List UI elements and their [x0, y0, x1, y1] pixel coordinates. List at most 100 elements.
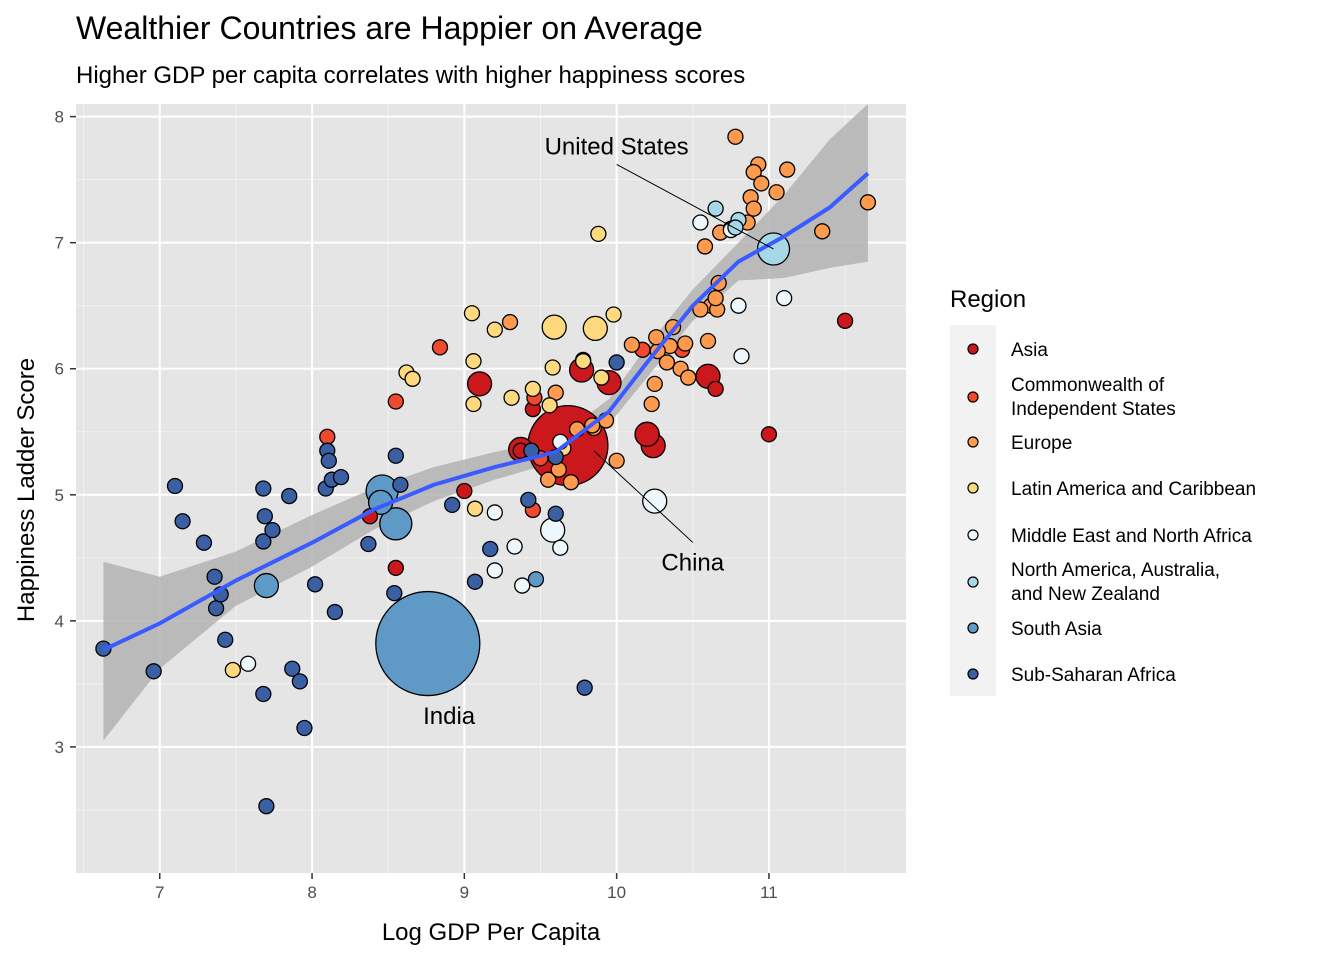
y-tick-label: 6: [55, 360, 64, 379]
axes: 7 8 9 10 11 3 4 5 6 7 8: [55, 108, 778, 902]
data-point: [707, 380, 724, 398]
legend-label: Commonwealth of Independent States: [1011, 375, 1176, 420]
data-point: [859, 194, 877, 211]
data-point: [574, 353, 592, 370]
annotation-leader: [616, 163, 774, 250]
trend-line-path: [102, 171, 870, 652]
data-point: [465, 353, 482, 370]
data-point: [727, 128, 744, 145]
legend-key-background: [950, 325, 996, 696]
legend-label: Asia: [1011, 340, 1048, 361]
y-tick-label: 7: [55, 234, 64, 253]
data-point: [514, 577, 531, 594]
x-tick-label: 9: [460, 883, 469, 902]
data-point: [360, 535, 377, 553]
data-point: [319, 428, 336, 445]
data-point: [544, 359, 561, 376]
data-point: [541, 314, 567, 340]
data-point: [646, 375, 663, 393]
data-point: [291, 673, 309, 690]
data-point: [456, 482, 473, 500]
data-point: [404, 370, 421, 387]
data-point: [520, 491, 537, 508]
data-point: [387, 393, 404, 410]
data-point: [680, 369, 697, 386]
data-point: [658, 354, 676, 371]
data-point: [707, 289, 724, 307]
data-point: [466, 371, 493, 397]
scatter-points: [95, 128, 877, 815]
data-point: [608, 354, 625, 371]
data-point: [814, 223, 831, 240]
data-point: [296, 719, 313, 737]
data-point: [444, 496, 461, 514]
data-point: [593, 369, 610, 386]
data-point: [332, 469, 350, 486]
data-point: [608, 452, 625, 469]
legend: Region Asia Commonwealth of Independent St…: [950, 286, 1256, 696]
x-tick-label: 8: [307, 883, 316, 902]
data-point: [195, 534, 213, 551]
data-point: [486, 562, 503, 579]
data-point: [501, 313, 519, 331]
data-point: [634, 421, 660, 447]
data-point: [745, 163, 762, 181]
data-point: [255, 533, 272, 550]
data-point: [648, 329, 665, 346]
annotation-leader: [593, 450, 694, 543]
legend-key: [967, 668, 979, 680]
legend-label: North America, Australia, and New Zealand: [1011, 560, 1220, 605]
data-point: [699, 332, 717, 350]
data-point: [576, 679, 593, 696]
data-point: [306, 576, 324, 593]
data-point: [431, 339, 449, 356]
data-point: [760, 426, 778, 443]
data-point: [707, 200, 724, 217]
data-point: [320, 452, 337, 469]
data-point: [692, 214, 709, 231]
trend-line: [102, 171, 870, 652]
data-point: [224, 661, 242, 679]
data-point: [623, 336, 641, 353]
data-point: [466, 573, 484, 590]
data-point: [768, 184, 785, 201]
data-point: [590, 225, 607, 242]
data-point: [540, 517, 566, 543]
data-point: [562, 474, 580, 491]
data-point: [539, 471, 557, 488]
legend-label: Latin America and Caribbean: [1011, 479, 1256, 500]
data-point: [387, 559, 404, 577]
annotation-label: United States: [545, 133, 689, 160]
x-axis-title: Log GDP Per Capita: [382, 919, 601, 946]
data-point: [745, 200, 762, 217]
annotation-label: China: [661, 549, 724, 576]
legend-label: Europe: [1011, 433, 1072, 454]
legend-key: [967, 436, 979, 448]
y-tick-label: 8: [55, 108, 64, 127]
data-point: [174, 513, 191, 530]
data-point: [692, 301, 709, 318]
data-point: [730, 297, 747, 314]
data-point: [206, 568, 223, 585]
data-point: [836, 312, 854, 329]
legend-label: Sub-Saharan Africa: [1011, 665, 1176, 686]
legend-title: Region: [950, 286, 1026, 313]
data-point: [253, 572, 280, 599]
annotation-label: India: [423, 703, 476, 730]
legend-label: Middle East and North Africa: [1011, 526, 1252, 547]
data-point: [239, 655, 257, 672]
data-point: [733, 347, 750, 365]
legend-key: [967, 482, 979, 494]
data-point: [392, 476, 409, 493]
data-point: [255, 480, 272, 497]
legend-key: [967, 391, 979, 403]
data-point: [779, 161, 796, 178]
y-axis-title: Happiness Ladder Score: [13, 358, 40, 622]
data-point: [386, 584, 403, 602]
data-point: [696, 238, 714, 255]
data-point: [552, 539, 569, 556]
data-point: [727, 219, 744, 236]
data-point: [506, 538, 523, 555]
data-point: [375, 590, 481, 697]
